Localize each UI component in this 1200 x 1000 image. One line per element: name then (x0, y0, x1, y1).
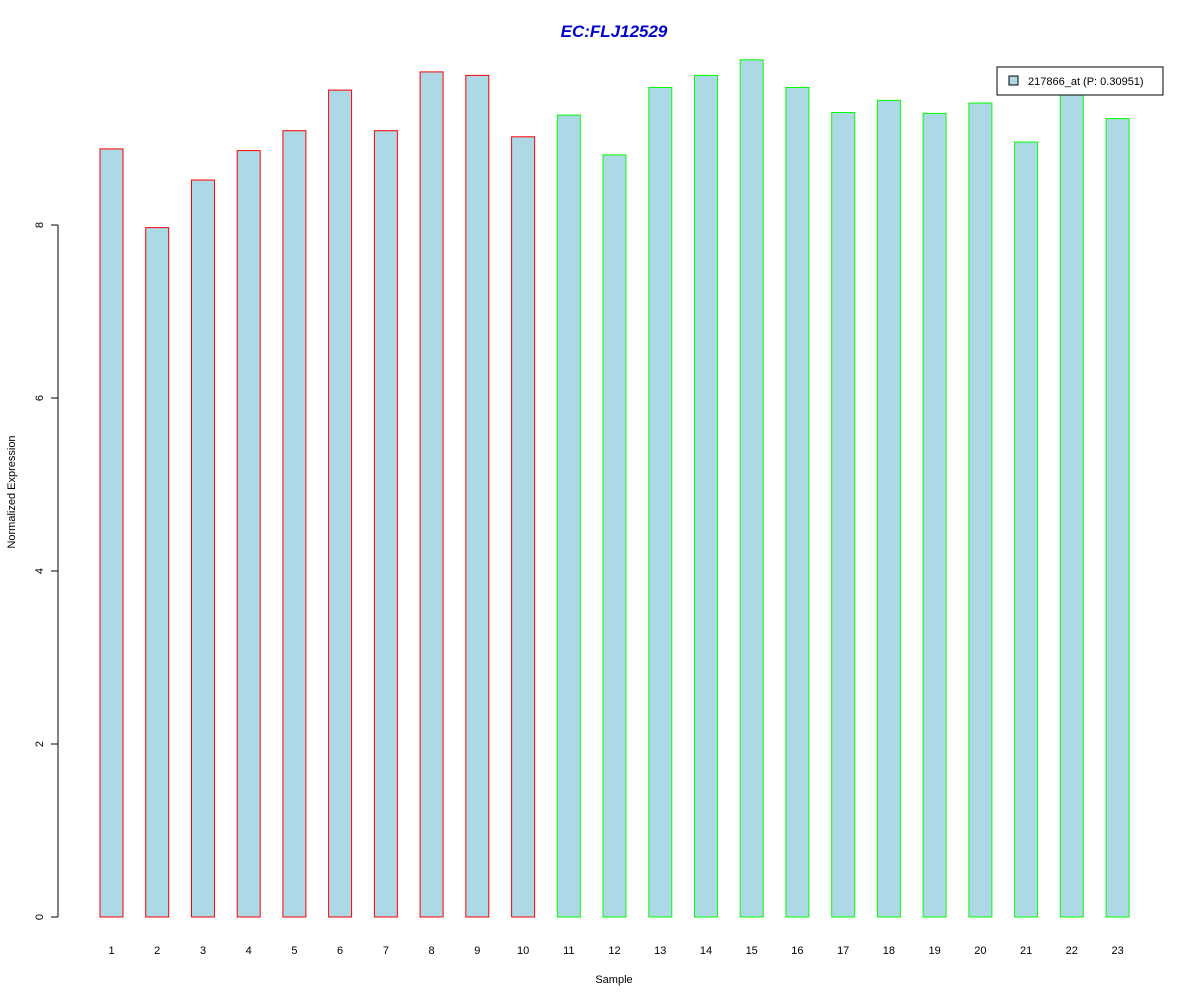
y-axis: 0 2 4 6 8 (34, 222, 59, 920)
x-axis-labels: 1 2 3 4 5 6 7 8 9 10 11 12 13 14 15 16 17 18 19 20 21 22 23 (108, 945, 1123, 957)
x-tick-label: 13 (654, 945, 666, 957)
bar-sample-5 (282, 130, 307, 918)
x-tick-label: 2 (154, 945, 160, 957)
x-tick-label: 12 (608, 945, 620, 957)
y-axis-title: Normalized Expression (6, 435, 18, 548)
x-tick-label: 1 (108, 945, 114, 957)
legend-swatch (1008, 75, 1019, 86)
bar-sample-8 (419, 71, 444, 918)
x-tick-label: 16 (791, 945, 803, 957)
bar-sample-7 (373, 130, 398, 918)
bar-sample-4 (236, 150, 261, 918)
bar-sample-11 (556, 114, 581, 918)
bar-sample-21 (1014, 141, 1039, 918)
bar-sample-17 (831, 112, 856, 918)
x-tick-label: 6 (337, 945, 343, 957)
y-tick-label: 0 (34, 914, 46, 920)
bars-group (99, 59, 1130, 918)
x-tick-label: 21 (1020, 945, 1032, 957)
x-tick-label: 20 (974, 945, 986, 957)
x-tick-label: 5 (291, 945, 297, 957)
bar-sample-16 (785, 87, 810, 918)
bar-sample-22 (1059, 90, 1084, 918)
bar-sample-1 (99, 148, 124, 918)
legend-box (996, 66, 1164, 96)
x-tick-label: 17 (837, 945, 849, 957)
x-tick-label: 23 (1111, 945, 1123, 957)
chart-title: EC:FLJ12529 (561, 22, 668, 41)
bar-sample-6 (328, 89, 353, 918)
x-tick-label: 4 (246, 945, 252, 957)
bar-sample-20 (968, 102, 993, 918)
bar-sample-14 (694, 74, 718, 918)
x-tick-label: 10 (517, 945, 529, 957)
y-tick-label: 4 (34, 568, 46, 574)
x-tick-label: 7 (383, 945, 389, 957)
x-tick-label: 22 (1066, 945, 1078, 957)
x-tick-label: 14 (700, 945, 712, 957)
x-tick-label: 15 (746, 945, 758, 957)
bar-sample-12 (602, 154, 627, 918)
legend-label: 217866_at (P: 0.30951) (1028, 76, 1144, 88)
bar-sample-3 (191, 179, 215, 918)
bar-sample-13 (648, 87, 673, 918)
x-tick-label: 19 (928, 945, 940, 957)
bar-sample-9 (465, 74, 490, 918)
x-tick-label: 18 (883, 945, 895, 957)
bar-sample-23 (1105, 118, 1130, 918)
x-tick-label: 3 (200, 945, 206, 957)
bar-sample-18 (876, 99, 901, 918)
y-tick-label: 6 (34, 395, 46, 401)
bar-sample-15 (739, 59, 764, 918)
x-tick-label: 9 (474, 945, 480, 957)
x-tick-label: 8 (429, 945, 435, 957)
legend: 217866_at (P: 0.30951) (996, 66, 1164, 96)
bar-sample-2 (145, 227, 170, 918)
y-tick-label: 2 (34, 741, 46, 747)
x-axis-title: Sample (595, 974, 632, 986)
bar-sample-10 (511, 136, 536, 918)
y-tick-label: 8 (34, 222, 46, 228)
bar-sample-19 (922, 112, 947, 918)
x-tick-label: 11 (563, 945, 574, 957)
